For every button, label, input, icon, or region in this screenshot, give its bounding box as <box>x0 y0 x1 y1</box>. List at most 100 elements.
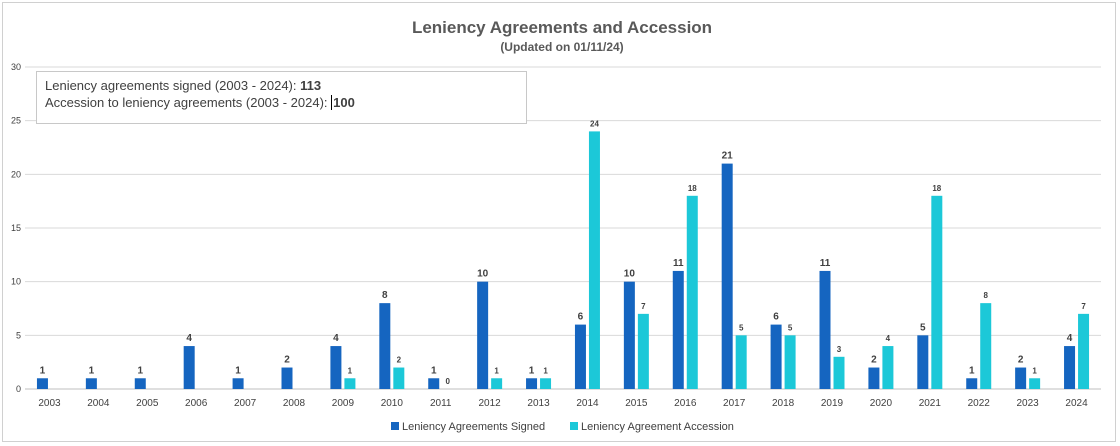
bar-accession <box>491 378 503 389</box>
summary-accession-value: 100 <box>333 95 355 110</box>
x-tick-label: 2017 <box>723 398 746 409</box>
bar-accession <box>833 356 845 389</box>
summary-signed-text: Leniency agreements signed (2003 - 2024)… <box>45 78 301 93</box>
x-tick-label: 2007 <box>234 398 257 409</box>
bar-signed <box>134 378 146 389</box>
x-tick-label: 2010 <box>381 398 404 409</box>
legend-label-signed: Leniency Agreements Signed <box>402 421 545 433</box>
x-tick-label: 2013 <box>527 398 550 409</box>
data-label-signed: 4 <box>1067 333 1073 344</box>
data-label-signed: 1 <box>89 365 95 376</box>
bar-signed <box>330 346 342 389</box>
x-tick-label: 2003 <box>38 398 61 409</box>
y-tick-label: 15 <box>11 223 21 233</box>
data-label-signed: 1 <box>137 365 143 376</box>
data-label-signed: 8 <box>382 290 388 301</box>
x-tick-label: 2016 <box>674 398 697 409</box>
summary-line-accession: Accession to leniency agreements (2003 -… <box>45 94 526 111</box>
bar-accession <box>882 346 894 389</box>
data-label-signed: 4 <box>333 333 339 344</box>
bar-accession <box>980 303 992 389</box>
data-label-accession: 18 <box>932 184 941 193</box>
legend: Leniency Agreements Signed Leniency Agre… <box>391 421 734 433</box>
chart-title: Leniency Agreements and Accession <box>412 18 712 37</box>
data-label-accession: 1 <box>494 366 499 375</box>
data-label-accession: 5 <box>788 323 793 332</box>
data-label-signed: 11 <box>820 258 831 269</box>
bar-signed <box>672 270 684 389</box>
x-tick-label: 2012 <box>479 398 502 409</box>
data-label-signed: 6 <box>578 312 584 323</box>
data-label-accession: 3 <box>837 345 842 354</box>
x-tick-label: 2019 <box>821 398 844 409</box>
bar-signed <box>85 378 97 389</box>
x-tick-label: 2023 <box>1017 398 1040 409</box>
data-label-signed: 2 <box>871 355 877 366</box>
data-label-signed: 11 <box>673 258 684 269</box>
text-cursor <box>331 95 333 110</box>
data-label-signed: 10 <box>624 269 636 280</box>
x-tick-label: 2014 <box>576 398 599 409</box>
x-axis-ticks: 2003 2004 2005 2006 2007 2008 2009 2010 2011 2012… <box>38 398 1088 409</box>
data-label-signed: 2 <box>284 355 290 366</box>
bar-signed <box>379 303 391 389</box>
bar-signed <box>721 163 733 389</box>
bar-signed <box>232 378 244 389</box>
data-label-accession: 1 <box>348 366 353 375</box>
data-label-signed: 1 <box>969 365 975 376</box>
bar-signed <box>966 378 978 389</box>
data-label-accession: 4 <box>886 334 891 343</box>
bar-accession <box>686 195 698 389</box>
data-label-accession: 8 <box>984 291 989 300</box>
y-tick-label: 25 <box>11 116 21 126</box>
bar-accession <box>1029 378 1041 389</box>
data-label-accession: 2 <box>397 356 402 365</box>
bar-signed <box>1015 367 1027 389</box>
chart-canvas: Leniency Agreements and Accession (Updat… <box>11 18 1101 433</box>
y-tick-label: 20 <box>11 169 21 179</box>
data-label-accession: 18 <box>688 184 697 193</box>
bar-signed <box>917 335 929 389</box>
x-tick-label: 2022 <box>968 398 991 409</box>
bar-signed <box>819 270 831 389</box>
legend-label-accession: Leniency Agreement Accession <box>581 421 734 433</box>
data-label-accession: 24 <box>590 119 599 128</box>
bar-signed <box>1064 346 1076 389</box>
data-label-signed: 6 <box>773 312 779 323</box>
data-label-signed: 1 <box>529 365 535 376</box>
data-label-accession: 0 <box>446 377 451 386</box>
data-label-signed: 5 <box>920 322 926 333</box>
data-label-accession: 7 <box>1081 302 1086 311</box>
data-label-accession: 1 <box>543 366 548 375</box>
y-tick-label: 30 <box>11 62 21 72</box>
data-label-accession: 7 <box>641 302 646 311</box>
legend-swatch-signed <box>391 422 399 430</box>
legend-swatch-accession <box>570 422 578 430</box>
bar-signed <box>526 378 538 389</box>
data-label-signed: 1 <box>235 365 241 376</box>
bar-signed <box>428 378 440 389</box>
bar-accession <box>393 367 405 389</box>
bar-signed <box>868 367 880 389</box>
bar-accession <box>588 131 600 389</box>
bar-accession <box>784 335 796 389</box>
y-tick-label: 0 <box>16 384 21 394</box>
summary-line-signed: Leniency agreements signed (2003 - 2024)… <box>45 77 526 94</box>
bar-signed <box>183 346 195 389</box>
bar-signed <box>623 281 635 389</box>
x-tick-label: 2024 <box>1065 398 1088 409</box>
data-label-signed: 1 <box>431 365 437 376</box>
data-label-signed: 1 <box>40 365 46 376</box>
x-tick-label: 2011 <box>430 398 452 409</box>
bar-accession <box>931 195 943 389</box>
bar-accession <box>344 378 356 389</box>
data-label-accession: 5 <box>739 323 744 332</box>
summary-box: Leniency agreements signed (2003 - 2024)… <box>36 71 527 124</box>
bar-signed <box>770 324 782 389</box>
summary-accession-text: Accession to leniency agreements (2003 -… <box>45 95 332 110</box>
y-tick-label: 10 <box>11 277 21 287</box>
x-tick-label: 2005 <box>136 398 159 409</box>
x-tick-label: 2018 <box>772 398 795 409</box>
